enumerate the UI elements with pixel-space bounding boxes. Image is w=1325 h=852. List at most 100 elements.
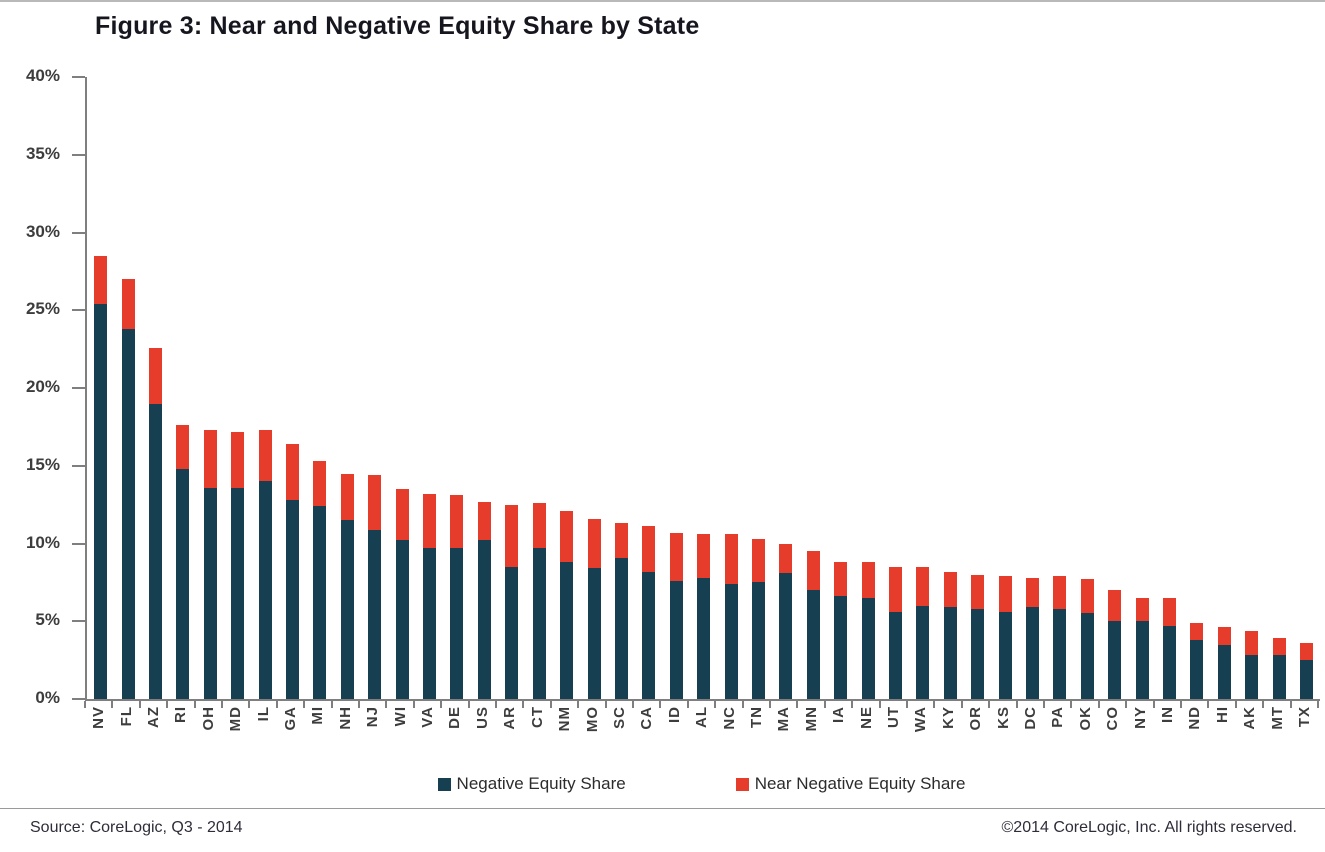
x-axis-tick	[960, 701, 963, 708]
near-negative-equity-segment	[1135, 597, 1149, 622]
x-label-slot: MT	[1263, 706, 1290, 776]
legend-label: Near Negative Equity Share	[754, 774, 966, 793]
x-label-slot: UT	[880, 706, 907, 776]
near-negative-equity-segment	[971, 574, 985, 609]
bar-slot	[800, 77, 827, 699]
x-axis-tick	[1043, 701, 1045, 708]
x-axis-tick	[84, 701, 86, 708]
negative-equity-segment	[779, 573, 793, 699]
x-axis-label-NC: NC	[720, 706, 738, 730]
near-negative-equity-segment	[149, 347, 163, 404]
bar-slot	[361, 77, 388, 699]
x-label-slot: AR	[496, 706, 523, 776]
x-label-slot: IN	[1154, 706, 1181, 776]
negative-equity-segment	[203, 487, 217, 699]
bar-slot	[1156, 77, 1183, 699]
x-axis-tick	[686, 701, 689, 708]
bar-slot	[635, 77, 662, 699]
x-axis-label-NJ: NJ	[364, 706, 382, 728]
near-negative-equity-segment	[286, 444, 300, 500]
near-negative-equity-segment	[423, 493, 437, 549]
bar-slot	[1074, 77, 1101, 699]
x-label-slot: ID	[661, 706, 688, 776]
bar-AZ	[149, 347, 163, 699]
bar-slot	[608, 77, 635, 699]
bar-MA	[779, 543, 793, 699]
bar-slot	[827, 77, 854, 699]
legend-item-negative-equity: Negative Equity Share	[437, 774, 626, 794]
x-label-slot: MN	[798, 706, 825, 776]
x-axis-label-OK: OK	[1076, 706, 1094, 731]
near-negative-equity-segment	[450, 495, 464, 549]
x-label-slot: PA	[1044, 706, 1071, 776]
x-label-slot: WA	[907, 706, 934, 776]
bar-KS	[998, 576, 1012, 699]
bar-slot	[471, 77, 498, 699]
bar-slot	[443, 77, 470, 699]
near-negative-equity-segment	[532, 503, 546, 549]
x-axis-label-TX: TX	[1296, 706, 1314, 728]
x-axis-tick	[1317, 701, 1319, 708]
negative-equity-segment	[532, 548, 546, 699]
chart-title: Figure 3: Near and Negative Equity Share…	[95, 12, 700, 40]
y-axis-label: 30%	[25, 221, 60, 241]
near-negative-equity-segment	[1163, 597, 1177, 626]
bar-slot	[991, 77, 1018, 699]
x-axis-tick	[741, 701, 744, 708]
x-axis-label-WA: WA	[912, 706, 930, 733]
x-axis-label-AR: AR	[501, 706, 519, 730]
x-label-slot: AK	[1236, 706, 1263, 776]
y-axis-tick	[72, 231, 85, 234]
negative-equity-segment	[806, 590, 820, 699]
near-negative-equity-segment	[203, 430, 217, 488]
bar-OR	[971, 574, 985, 699]
x-label-slot: CO	[1099, 706, 1126, 776]
bar-slot	[1101, 77, 1128, 699]
x-axis-label-ID: ID	[665, 706, 683, 723]
bar-slot	[772, 77, 799, 699]
x-axis-label-MT: MT	[1268, 706, 1286, 730]
bar-AL	[697, 534, 711, 699]
negative-equity-segment	[1135, 621, 1149, 699]
near-negative-equity-segment	[1026, 577, 1040, 608]
x-label-slot: KY	[935, 706, 962, 776]
x-axis-tick	[522, 701, 525, 708]
negative-equity-segment	[340, 520, 354, 699]
near-negative-equity-segment	[861, 562, 875, 598]
bar-DC	[1026, 577, 1040, 699]
x-axis-label-DE: DE	[446, 706, 464, 729]
x-axis-tick	[1125, 701, 1128, 708]
x-axis-label-MD: MD	[227, 706, 245, 732]
negative-equity-segment	[313, 506, 327, 699]
bar-FL	[121, 279, 135, 699]
x-axis-tick	[906, 701, 908, 708]
bar-slot	[1211, 77, 1238, 699]
negative-equity-segment	[669, 580, 683, 699]
bar-ID	[669, 532, 683, 699]
near-negative-equity-segment	[751, 538, 765, 583]
x-label-slot: OK	[1072, 706, 1099, 776]
bar-IN	[1163, 597, 1177, 699]
x-axis-tick	[412, 701, 415, 708]
x-axis-tick	[933, 701, 936, 708]
x-axis-label-NH: NH	[336, 706, 354, 730]
plot-area	[85, 77, 1320, 701]
bar-slot	[937, 77, 964, 699]
bar-IL	[258, 430, 272, 699]
negative-equity-segment	[423, 548, 437, 699]
near-negative-equity-segment	[1245, 630, 1259, 656]
x-label-slot: CT	[524, 706, 551, 776]
negative-equity-segment	[998, 611, 1012, 699]
x-axis-label-IL: IL	[254, 706, 272, 722]
x-axis-tick	[604, 701, 607, 708]
negative-equity-segment	[1080, 613, 1094, 699]
bar-CT	[532, 503, 546, 699]
near-negative-equity-segment	[642, 526, 656, 572]
x-axis-label-AZ: AZ	[145, 706, 163, 728]
bar-slot	[416, 77, 443, 699]
bar-slot	[1265, 77, 1292, 699]
near-negative-equity-segment	[943, 571, 957, 608]
bar-HI	[1217, 627, 1231, 699]
near-negative-equity-segment	[1080, 579, 1094, 614]
